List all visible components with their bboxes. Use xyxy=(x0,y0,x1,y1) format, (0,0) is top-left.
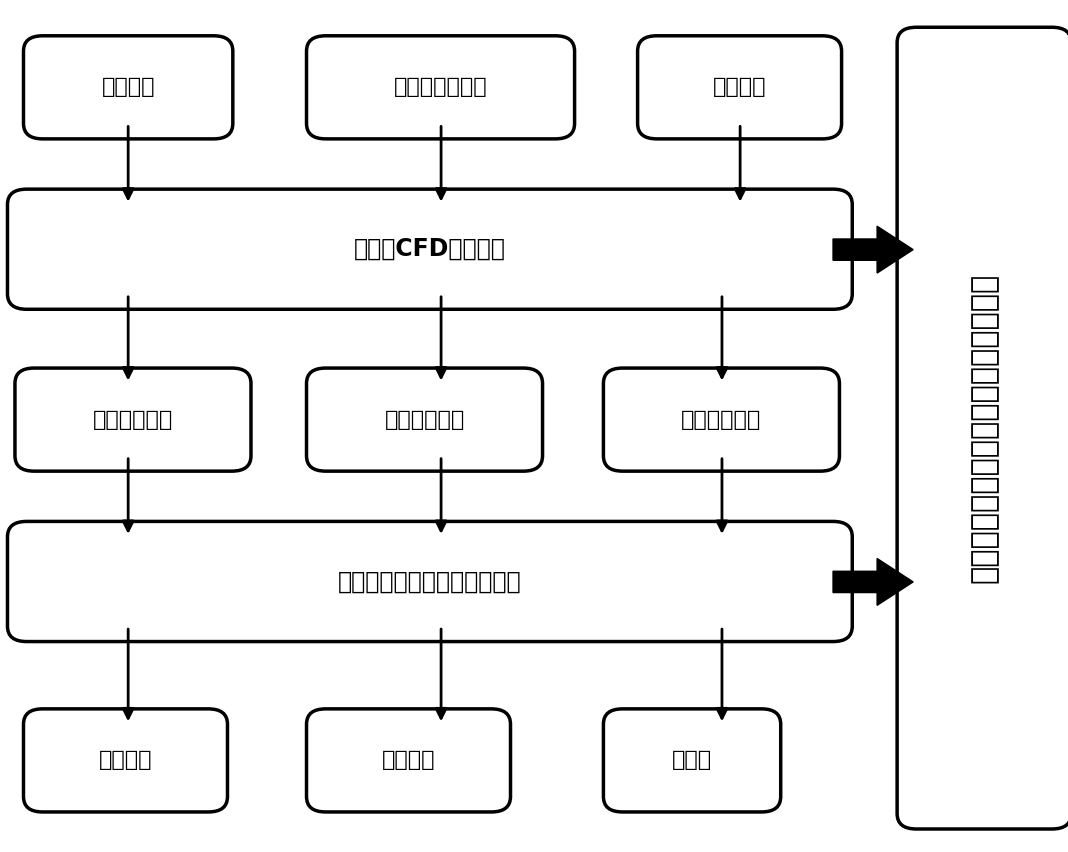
FancyBboxPatch shape xyxy=(307,36,575,139)
Polygon shape xyxy=(833,226,913,273)
FancyBboxPatch shape xyxy=(7,521,852,642)
FancyBboxPatch shape xyxy=(638,36,842,139)
FancyBboxPatch shape xyxy=(15,368,251,471)
Text: 气化炉内块状燃料冶金性能演变图绘制: 气化炉内块状燃料冶金性能演变图绘制 xyxy=(970,273,999,584)
FancyBboxPatch shape xyxy=(603,368,839,471)
Text: 温度变化曲线: 温度变化曲线 xyxy=(681,410,761,429)
FancyBboxPatch shape xyxy=(897,27,1068,829)
Text: 气化炉CFD数值模拟: 气化炉CFD数值模拟 xyxy=(354,237,506,262)
Text: 压力变化曲线: 压力变化曲线 xyxy=(384,410,465,429)
Text: 操作参数: 操作参数 xyxy=(712,78,767,97)
FancyBboxPatch shape xyxy=(307,368,543,471)
FancyBboxPatch shape xyxy=(23,709,227,812)
Text: 原燃料基础性能: 原燃料基础性能 xyxy=(394,78,487,97)
Text: 反应性: 反应性 xyxy=(672,751,712,770)
Text: 机械强度: 机械强度 xyxy=(381,751,436,770)
Text: 设计参数: 设计参数 xyxy=(101,78,155,97)
FancyBboxPatch shape xyxy=(603,709,781,812)
FancyBboxPatch shape xyxy=(7,189,852,309)
Text: 热稳定性: 热稳定性 xyxy=(98,751,153,770)
Text: 气氛变化曲线: 气氛变化曲线 xyxy=(93,410,173,429)
FancyBboxPatch shape xyxy=(307,709,511,812)
FancyBboxPatch shape xyxy=(23,36,233,139)
Text: 多区域块状燃料冶金性能检测: 多区域块状燃料冶金性能检测 xyxy=(339,569,521,594)
Polygon shape xyxy=(833,559,913,605)
